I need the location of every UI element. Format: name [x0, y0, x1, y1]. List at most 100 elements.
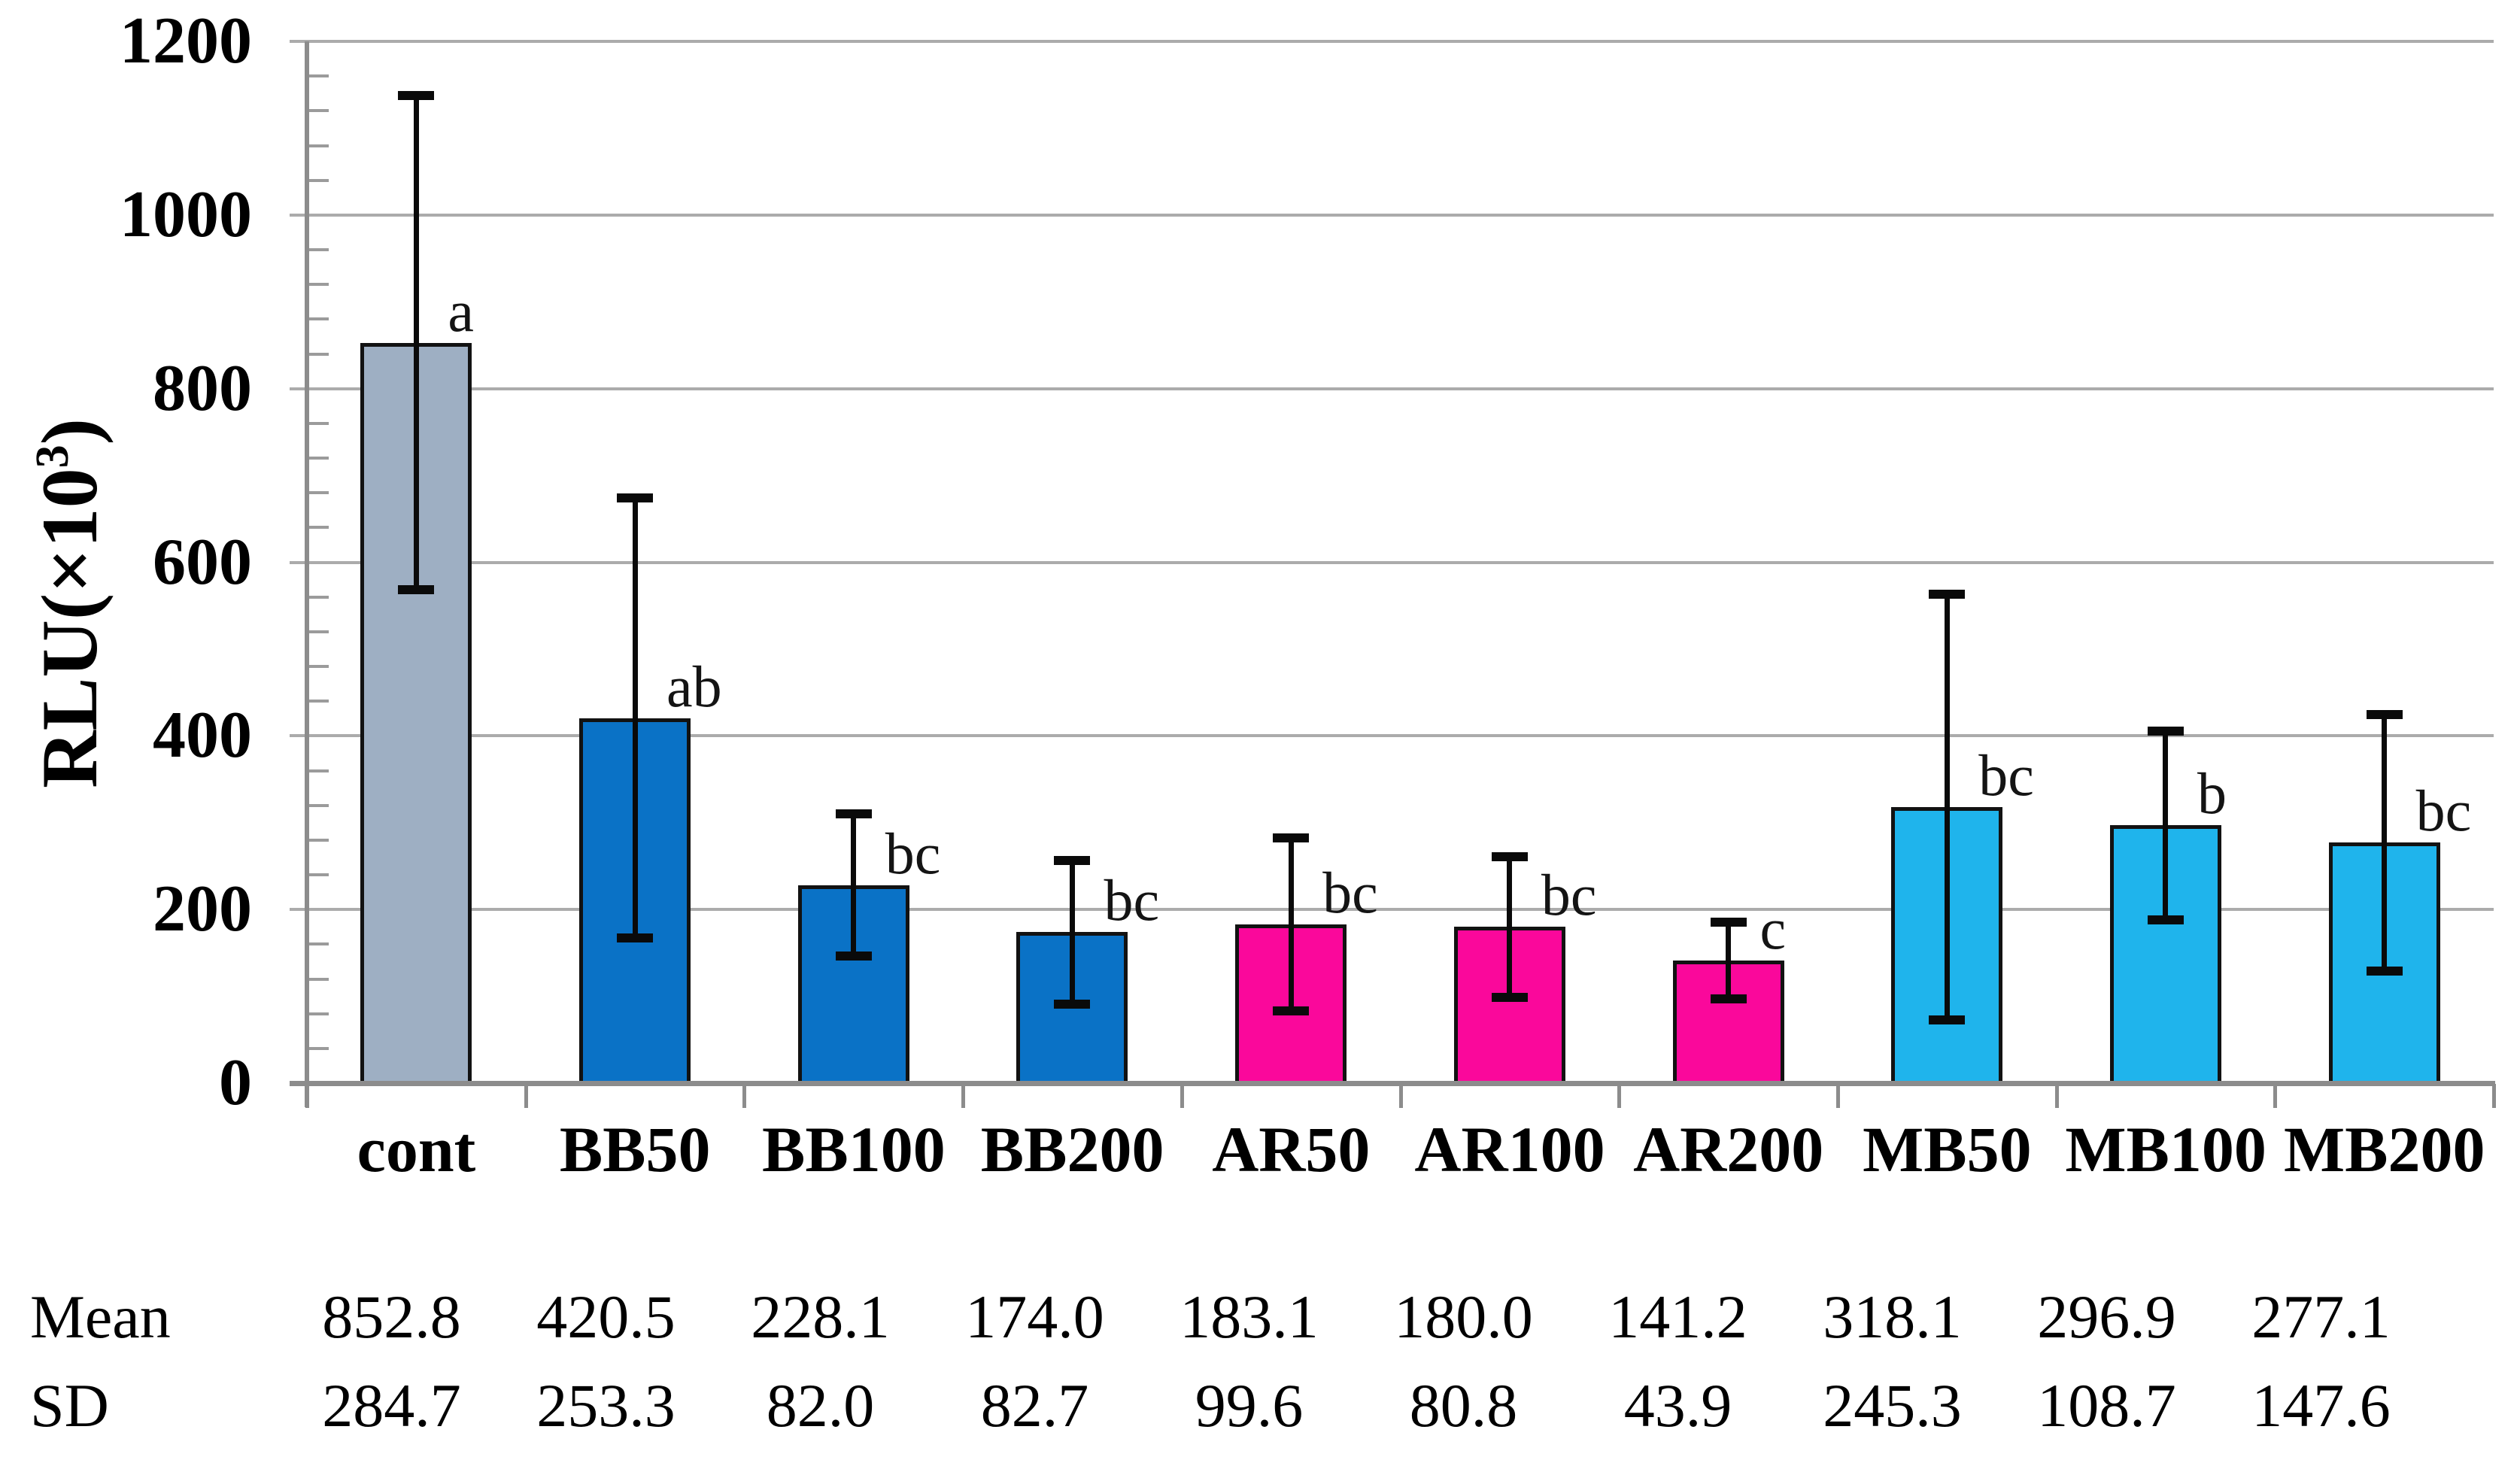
error-bar-cap-top [398, 91, 435, 101]
y-minor-tick [309, 491, 329, 495]
x-tick [1835, 1084, 1840, 1108]
x-tick [2492, 1084, 2496, 1108]
x-axis-line [290, 1081, 2495, 1086]
table-sd-value: 82.7 [980, 1371, 1089, 1440]
sig-letter-cont: a [448, 278, 474, 344]
error-bar-cap-top [1710, 918, 1747, 927]
table-sd-value: 99.6 [1195, 1371, 1304, 1440]
table-mean-value: 420.5 [536, 1282, 676, 1351]
y-minor-tick [309, 630, 329, 633]
y-minor-tick [309, 665, 329, 668]
y-gridline [290, 734, 2494, 738]
error-bar-cap-bottom [835, 952, 872, 961]
y-axis-line [305, 41, 309, 1107]
x-tick [2273, 1084, 2278, 1108]
y-minor-tick [309, 144, 329, 147]
sig-letter-bb50: ab [666, 653, 722, 719]
x-category-label-ar200: AR200 [1633, 1113, 1824, 1185]
y-minor-tick [309, 109, 329, 113]
y-minor-tick [309, 1046, 329, 1050]
error-bar-cap-top [835, 809, 872, 819]
x-category-label-ar100: AR100 [1414, 1113, 1605, 1185]
error-bar-cap-top [1273, 833, 1310, 842]
y-minor-tick [309, 74, 329, 78]
y-minor-tick [309, 873, 329, 876]
x-tick [961, 1084, 966, 1108]
y-tick-label: 200 [153, 873, 252, 946]
y-tick-label: 0 [219, 1046, 252, 1119]
y-minor-tick [309, 803, 329, 807]
y-gridline [290, 908, 2494, 912]
table-sd-value: 82.0 [766, 1371, 875, 1440]
table-mean-value: 318.1 [1823, 1282, 1962, 1351]
error-bar-cap-top [1491, 851, 1528, 861]
error-bar-cap-top [1054, 855, 1091, 865]
y-minor-tick [309, 595, 329, 599]
table-mean-value: 852.8 [322, 1282, 461, 1351]
table-sd-value: 245.3 [1823, 1371, 1962, 1440]
table-sd-value: 253.3 [536, 1371, 676, 1440]
table-mean-value: 228.1 [751, 1282, 890, 1351]
error-bar-cap-top [2147, 726, 2184, 736]
table-mean-value: 141.2 [1608, 1282, 1747, 1351]
x-category-label-mb50: MB50 [1863, 1113, 2032, 1185]
table-mean-value: 183.1 [1180, 1282, 1319, 1351]
error-bar-whisker [1507, 856, 1513, 997]
error-bar-cap-top [2366, 709, 2403, 719]
y-minor-tick [309, 283, 329, 287]
x-tick [524, 1084, 528, 1108]
y-gridline [290, 40, 2494, 43]
y-gridline [290, 387, 2494, 390]
sig-letter-mb100: b [2197, 760, 2227, 827]
error-bar-whisker [1944, 593, 1950, 1020]
sig-letter-bb100: bc [885, 820, 941, 886]
table-row-label-mean: Mean [30, 1282, 171, 1351]
y-axis-title-superscript: 3 [27, 445, 78, 469]
x-tick [1398, 1084, 1403, 1108]
y-minor-tick [309, 700, 329, 703]
table-mean-value: 296.9 [2037, 1282, 2176, 1351]
table-mean-value: 180.0 [1394, 1282, 1533, 1351]
error-bar-cap-bottom [1491, 992, 1528, 1002]
x-tick [305, 1084, 309, 1108]
table-sd-value: 108.7 [2037, 1371, 2176, 1440]
x-tick [1180, 1084, 1184, 1108]
error-bar-whisker [632, 498, 638, 938]
error-bar-cap-bottom [617, 933, 654, 943]
x-category-label-bb200: BB200 [980, 1113, 1164, 1185]
error-bar-whisker [851, 814, 857, 957]
sig-letter-mb200: bc [2415, 778, 2472, 844]
y-minor-tick [309, 352, 329, 356]
y-gridline [290, 560, 2494, 564]
y-tick-label: 1000 [120, 178, 252, 251]
x-category-label-cont: cont [357, 1113, 476, 1185]
y-minor-tick [309, 526, 329, 530]
x-tick [742, 1084, 747, 1108]
table-sd-value: 43.9 [1623, 1371, 1732, 1440]
y-minor-tick [309, 942, 329, 946]
table-sd-value: 284.7 [322, 1371, 461, 1440]
error-bar-whisker [1726, 922, 1732, 999]
y-axis-title-suffix: ) [26, 418, 114, 445]
error-bar-cap-top [617, 493, 654, 503]
table-sd-value: 80.8 [1409, 1371, 1518, 1440]
x-category-label-mb200: MB200 [2284, 1113, 2485, 1185]
error-bar-cap-bottom [1710, 994, 1747, 1003]
y-tick-label: 600 [153, 525, 252, 599]
error-bar-cap-bottom [2147, 915, 2184, 924]
y-axis-title-text: RLU(×10 [26, 468, 114, 788]
y-tick-label: 1200 [120, 5, 252, 77]
error-bar-cap-top [1929, 589, 1966, 599]
y-minor-tick [309, 977, 329, 981]
error-bar-whisker [413, 96, 419, 590]
error-bar-cap-bottom [1929, 1015, 1966, 1024]
y-tick-label: 800 [153, 351, 252, 425]
y-minor-tick [309, 769, 329, 772]
sig-letter-mb50: bc [1978, 742, 2034, 808]
table-sd-value: 147.6 [2251, 1371, 2391, 1440]
y-minor-tick [309, 178, 329, 182]
table-mean-value: 174.0 [965, 1282, 1104, 1351]
y-axis-title: RLU(×103) [8, 408, 114, 799]
error-bar-whisker [2382, 714, 2388, 971]
error-bar-whisker [2163, 730, 2169, 920]
